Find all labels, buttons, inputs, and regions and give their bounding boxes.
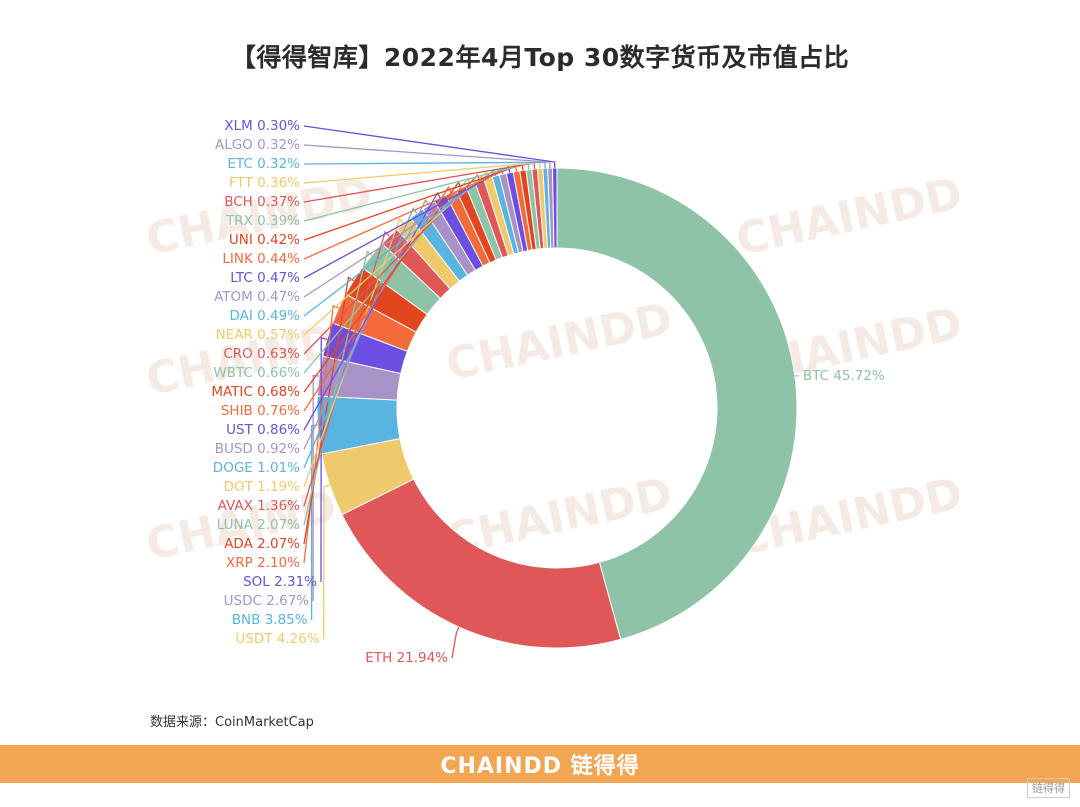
footer-logo: CHAINDD 链得得 <box>440 754 640 779</box>
label-etc: ETC 0.32% <box>227 156 300 172</box>
label-link: LINK 0.44% <box>222 251 300 267</box>
chart-title: 【得得智库】2022年4月Top 30数字货币及市值占比 <box>230 43 850 72</box>
label-luna: LUNA 2.07% <box>217 517 300 533</box>
leader-link <box>303 164 518 260</box>
leader-algo <box>303 144 551 169</box>
label-algo: ALGO 0.32% <box>215 137 300 153</box>
slice-labels: BTC 45.72% ETH 21.94% USDT 4.26% BNB 3.85% U… <box>211 118 885 666</box>
label-near: NEAR 0.57% <box>216 327 301 343</box>
leader-dot <box>303 217 405 488</box>
label-trx: TRX 0.39% <box>225 213 300 229</box>
leader-shib <box>303 185 452 412</box>
leader-ust <box>303 191 441 431</box>
label-dai: DAI 0.49% <box>229 308 300 324</box>
label-sol: SOL 2.31% <box>243 574 317 590</box>
slice-btc <box>556 167 798 641</box>
label-eth: ETH 21.94% <box>365 650 448 666</box>
label-uni: UNI 0.42% <box>229 232 300 248</box>
label-dot: DOT 1.19% <box>224 479 301 495</box>
leader-usdt <box>323 484 330 640</box>
leader-avax <box>303 230 390 507</box>
leader-eth <box>451 626 460 659</box>
leader-lines <box>303 125 799 659</box>
label-shib: SHIB 0.76% <box>221 403 300 419</box>
label-usdt: USDT 4.26% <box>235 631 319 647</box>
label-ftt: FTT 0.36% <box>229 175 300 191</box>
leader-busd <box>303 198 430 450</box>
label-bnb: BNB 3.85% <box>232 612 308 628</box>
label-ltc: LTC 0.47% <box>230 270 300 286</box>
label-bch: BCH 0.37% <box>224 194 300 210</box>
label-matic: MATIC 0.68% <box>211 384 300 400</box>
leader-usdc <box>312 374 320 602</box>
leader-sol <box>320 336 328 583</box>
donut-slices <box>316 167 798 649</box>
label-usdc: USDC 2.67% <box>224 593 310 609</box>
watermark-text: CHAINDD <box>442 293 677 391</box>
label-xrp: XRP 2.10% <box>226 555 300 571</box>
label-cro: CRO 0.63% <box>223 346 300 362</box>
label-xlm: XLM 0.30% <box>224 118 300 134</box>
label-avax: AVAX 1.36% <box>218 498 301 514</box>
footer-bar: CHAINDD 链得得 <box>0 745 1080 783</box>
corner-logo: 链得得 <box>1027 778 1070 798</box>
label-wbtc: WBTC 0.66% <box>213 365 300 381</box>
watermark-text: CHAINDD <box>732 168 967 266</box>
slice-eth <box>341 478 622 649</box>
data-source: 数据来源：CoinMarketCap <box>150 715 314 730</box>
slice-xlm <box>551 167 558 249</box>
label-busd: BUSD 0.92% <box>215 441 300 457</box>
label-btc: BTC 45.72% <box>803 368 885 384</box>
label-ust: UST 0.86% <box>226 422 300 438</box>
leader-doge <box>303 207 418 469</box>
label-doge: DOGE 1.01% <box>213 460 300 476</box>
label-atom: ATOM 0.47% <box>214 289 300 305</box>
leader-xrp <box>303 304 339 564</box>
leader-xlm <box>303 125 556 169</box>
label-ada: ADA 2.07% <box>224 536 300 552</box>
